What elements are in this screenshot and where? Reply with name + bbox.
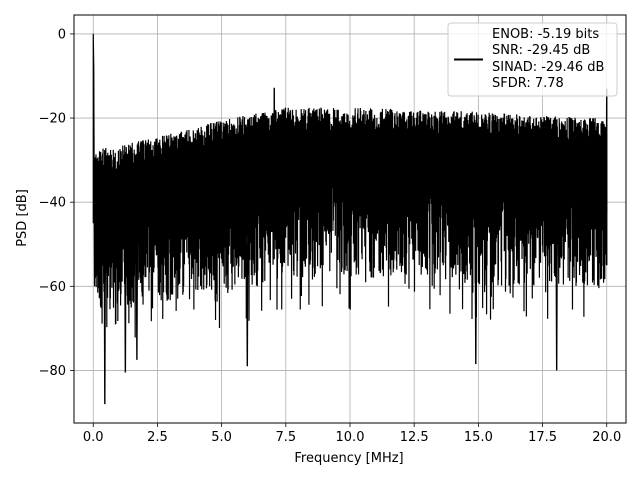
legend-entry-enob: ENOB: -5.19 bits <box>492 27 599 42</box>
psd-dip <box>555 235 558 371</box>
axis-ticks: 0.0 2.5 5.0 7.5 10.0 12.5 15.0 17.5 20.0 0 −20 −40 −… <box>39 27 622 445</box>
y-axis-label: PSD [dB] <box>15 189 30 247</box>
x-tick-label: 10.0 <box>336 430 365 445</box>
y-tick-label: −60 <box>39 280 66 295</box>
legend-entry-snr: SNR: -29.45 dB <box>492 43 590 58</box>
psd-dip <box>246 235 249 367</box>
psd-series-line <box>92 33 608 344</box>
x-tick-label: 5.0 <box>211 430 232 445</box>
legend-entry-sfdr: SFDR: 7.78 <box>492 76 564 91</box>
psd-spur <box>273 87 276 182</box>
x-axis-label: Frequency [MHz] <box>294 451 403 466</box>
x-tick-label: 15.0 <box>464 430 493 445</box>
y-tick-label: −80 <box>39 364 66 379</box>
y-tick-label: 0 <box>58 27 66 42</box>
x-tick-label: 17.5 <box>528 430 557 445</box>
x-tick-label: 20.0 <box>592 430 621 445</box>
psd-series <box>92 33 608 405</box>
y-tick-label: −20 <box>39 112 66 127</box>
x-tick-label: 12.5 <box>400 430 429 445</box>
x-tick-label: 7.5 <box>275 430 296 445</box>
legend: ENOB: -5.19 bits SNR: -29.45 dB SINAD: -… <box>447 22 618 97</box>
x-tick-label: 2.5 <box>147 430 168 445</box>
psd-dip <box>103 235 107 405</box>
legend-box <box>447 22 618 97</box>
psd-dip <box>124 235 127 373</box>
legend-entry-sinad: SINAD: -29.46 dB <box>492 60 604 75</box>
psd-dip <box>474 235 478 365</box>
psd-dip <box>135 235 139 360</box>
x-tick-label: 0.0 <box>83 430 104 445</box>
y-tick-label: −40 <box>39 196 66 211</box>
